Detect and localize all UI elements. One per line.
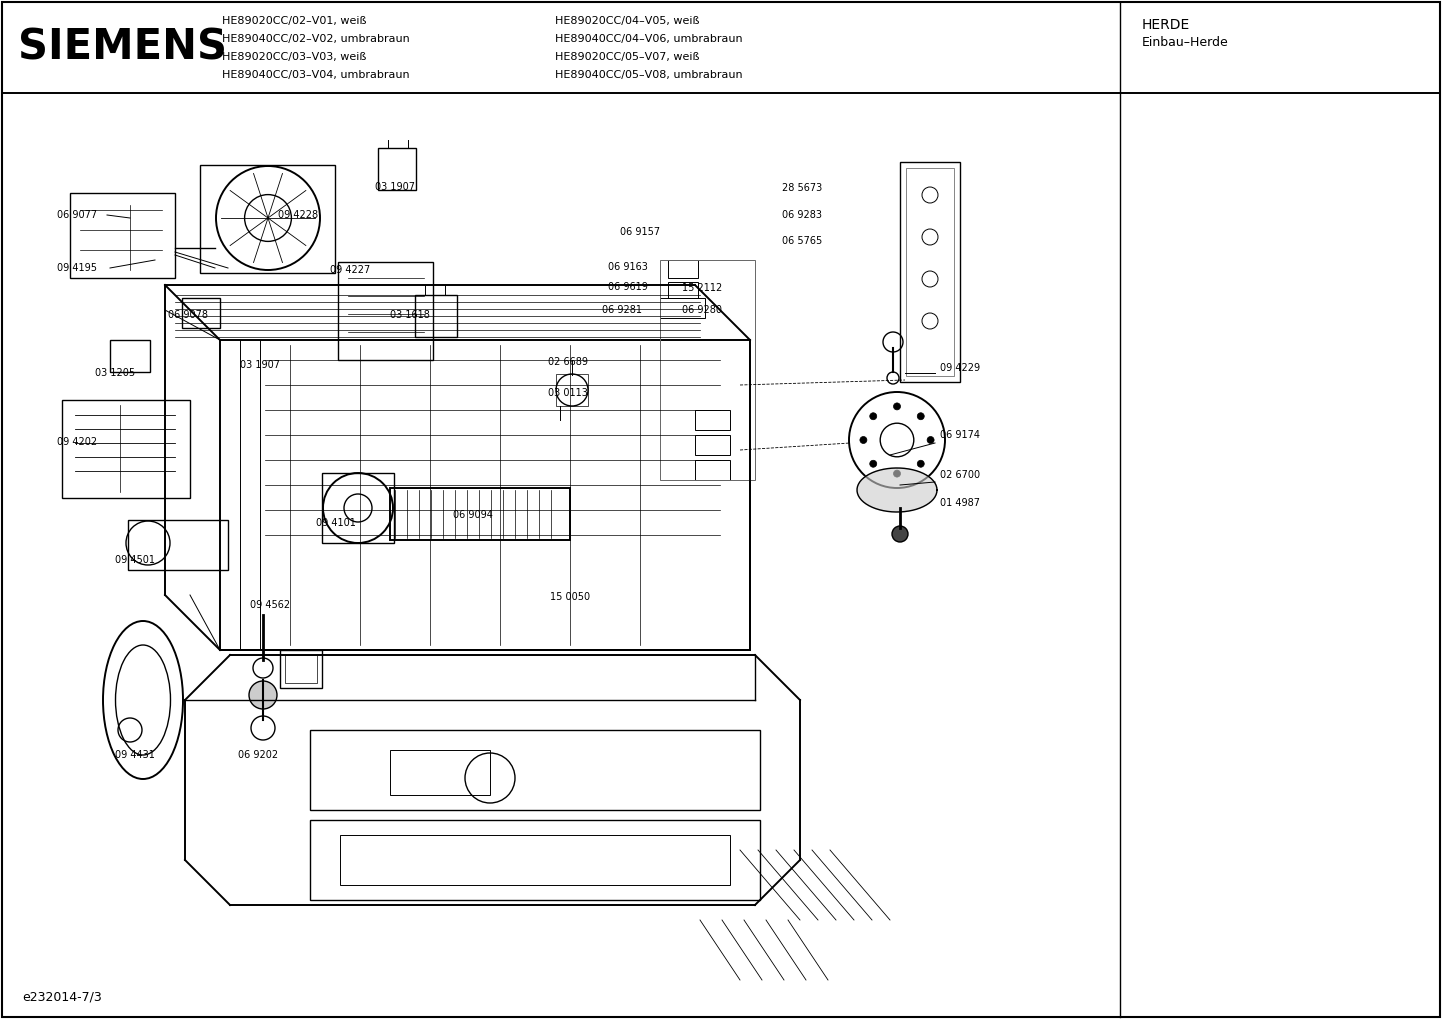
Bar: [337, 262, 433, 360]
Bar: [378, 148, 415, 190]
Text: Einbau–Herde: Einbau–Herde: [1142, 36, 1229, 49]
Bar: [660, 260, 756, 480]
Bar: [668, 260, 698, 278]
Text: 02 6700: 02 6700: [940, 470, 981, 480]
Text: 09 4227: 09 4227: [330, 265, 371, 275]
Circle shape: [927, 436, 934, 443]
Text: HE89020CC/04–V05, weiß: HE89020CC/04–V05, weiß: [555, 16, 699, 26]
Text: 09 4101: 09 4101: [316, 518, 356, 528]
Bar: [62, 400, 190, 498]
Circle shape: [859, 436, 867, 443]
Text: 06 9163: 06 9163: [609, 262, 647, 272]
Bar: [310, 820, 760, 900]
Text: 15 0050: 15 0050: [549, 592, 590, 602]
Bar: [668, 282, 698, 298]
Text: 09 4228: 09 4228: [278, 210, 319, 220]
Circle shape: [249, 681, 277, 709]
Text: HE89040CC/02–V02, umbrabraun: HE89040CC/02–V02, umbrabraun: [222, 34, 410, 44]
Text: 06 9283: 06 9283: [782, 210, 822, 220]
Text: 06 9281: 06 9281: [601, 305, 642, 315]
Text: 03 1618: 03 1618: [389, 310, 430, 320]
Text: HE89020CC/02–V01, weiß: HE89020CC/02–V01, weiß: [222, 16, 366, 26]
Circle shape: [893, 526, 908, 542]
Bar: [695, 410, 730, 430]
Text: HE89040CC/05–V08, umbrabraun: HE89040CC/05–V08, umbrabraun: [555, 70, 743, 81]
Text: 06 9174: 06 9174: [940, 430, 981, 440]
Text: 06 9202: 06 9202: [238, 750, 278, 760]
Bar: [128, 520, 228, 570]
Bar: [389, 750, 490, 795]
Text: 06 9619: 06 9619: [609, 282, 647, 292]
Text: 02 6689: 02 6689: [548, 357, 588, 367]
Bar: [340, 835, 730, 884]
Circle shape: [870, 413, 877, 420]
Bar: [695, 435, 730, 455]
Text: 09 4562: 09 4562: [249, 600, 290, 610]
Text: 06 5765: 06 5765: [782, 236, 822, 246]
Text: 15 2112: 15 2112: [682, 283, 722, 293]
Bar: [322, 473, 394, 543]
Text: 09 4229: 09 4229: [940, 363, 981, 373]
Text: 09 4431: 09 4431: [115, 750, 154, 760]
Text: 09 4202: 09 4202: [58, 437, 97, 447]
Bar: [200, 165, 335, 273]
Text: 09 4501: 09 4501: [115, 555, 154, 565]
Bar: [71, 193, 174, 278]
Bar: [310, 730, 760, 810]
Text: 06 9157: 06 9157: [620, 227, 660, 237]
Bar: [900, 162, 960, 382]
Circle shape: [894, 470, 900, 477]
Circle shape: [870, 461, 877, 468]
Text: HE89020CC/03–V03, weiß: HE89020CC/03–V03, weiß: [222, 52, 366, 62]
Text: 01 4987: 01 4987: [940, 498, 981, 508]
Text: HE89040CC/04–V06, umbrabraun: HE89040CC/04–V06, umbrabraun: [555, 34, 743, 44]
Text: 06 9077: 06 9077: [58, 210, 97, 220]
Bar: [389, 488, 570, 540]
Circle shape: [917, 413, 924, 420]
Text: 03 0113: 03 0113: [548, 388, 588, 398]
Text: e232014-7/3: e232014-7/3: [22, 991, 102, 1004]
Circle shape: [894, 403, 900, 410]
Bar: [110, 340, 150, 372]
Text: 06 9094: 06 9094: [453, 510, 493, 520]
Bar: [286, 655, 317, 683]
Text: 03 1205: 03 1205: [95, 368, 136, 378]
Bar: [182, 298, 221, 328]
Bar: [221, 340, 750, 650]
Bar: [660, 298, 705, 318]
Bar: [280, 650, 322, 688]
Text: SIEMENS: SIEMENS: [17, 26, 226, 68]
Circle shape: [917, 461, 924, 468]
Text: 06 9280: 06 9280: [682, 305, 722, 315]
Bar: [557, 374, 588, 406]
Polygon shape: [857, 468, 937, 512]
Text: 03 1907: 03 1907: [375, 182, 415, 192]
Bar: [415, 294, 457, 337]
Bar: [695, 460, 730, 480]
Text: 03 1907: 03 1907: [239, 360, 280, 370]
Text: HE89020CC/05–V07, weiß: HE89020CC/05–V07, weiß: [555, 52, 699, 62]
Text: HE89040CC/03–V04, umbrabraun: HE89040CC/03–V04, umbrabraun: [222, 70, 410, 81]
Text: HERDE: HERDE: [1142, 18, 1190, 32]
Text: 09 4195: 09 4195: [58, 263, 97, 273]
Text: 28 5673: 28 5673: [782, 183, 822, 193]
Bar: [906, 168, 955, 376]
Text: 06 9078: 06 9078: [169, 310, 208, 320]
